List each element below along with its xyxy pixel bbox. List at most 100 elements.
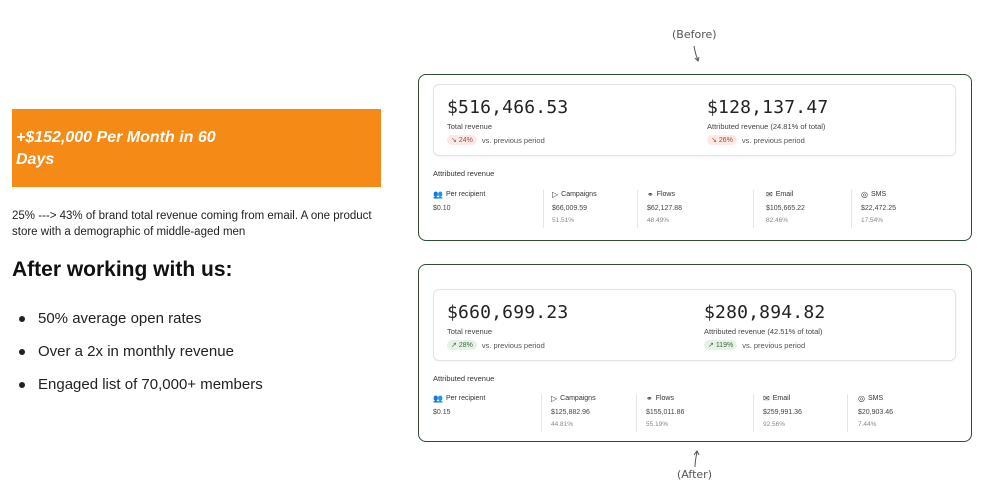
divider xyxy=(637,190,638,228)
attributed-revenue-value: $280,894.82 xyxy=(704,302,826,323)
divider xyxy=(541,394,542,432)
sms-icon: ◎ xyxy=(858,394,865,403)
comparison-row: ↗ 119% vs. previous period xyxy=(704,340,825,350)
trend-down-badge: ↘ 24% xyxy=(447,135,477,145)
column-value: $259,991.36 xyxy=(763,409,802,416)
comparison-text: vs. previous period xyxy=(741,135,805,145)
column-sms: ◎ SMS $20,903.46 7.44% xyxy=(858,394,893,434)
divider xyxy=(847,394,848,432)
divider xyxy=(753,394,754,432)
attributed-revenue-label: Attributed revenue (24.81% of total) xyxy=(707,122,826,131)
comparison-text: vs. previous period xyxy=(481,340,545,350)
flows-icon: ⚭ xyxy=(646,394,653,403)
total-revenue-label: Total revenue xyxy=(447,122,493,131)
play-icon: ▷ xyxy=(552,190,559,199)
people-icon: 👥 xyxy=(433,190,443,199)
column-label: Per recipient xyxy=(445,191,486,198)
column-per-recipient: 👥 Per recipient $0.10 xyxy=(433,190,485,230)
column-campaigns: ▷ Campaigns $66,009.59 51.51% xyxy=(552,190,597,230)
bullet-text: Over a 2x in monthly revenue xyxy=(38,343,234,360)
column-label: SMS xyxy=(870,191,887,198)
column-label: Campaigns xyxy=(560,395,596,402)
column-label: Campaigns xyxy=(561,191,597,198)
column-value: $105,665.22 xyxy=(766,205,805,212)
column-label: SMS xyxy=(867,395,884,402)
column-label: Per recipient xyxy=(445,395,486,402)
column-sms: ◎ SMS $22,472.25 17.54% xyxy=(861,190,896,230)
column-value: $20,903.46 xyxy=(858,409,894,416)
column-percent: 55.19% xyxy=(646,421,669,428)
attribution-columns: 👥 Per recipient $0.10 ▷ Campaigns $66,009.… xyxy=(433,190,963,230)
attributed-revenue-metric: $128,137.47 Attributed revenue (24.81% o… xyxy=(707,97,828,145)
column-value: $155,011.86 xyxy=(646,409,685,416)
attributed-revenue-metric: $280,894.82 Attributed revenue (42.51% o… xyxy=(704,302,825,350)
column-label: Flows xyxy=(656,191,675,198)
bullet-icon xyxy=(19,349,25,355)
comparison-text: vs. previous period xyxy=(742,340,806,350)
column-per-recipient: 👥 Per recipient $0.15 xyxy=(433,394,485,434)
total-revenue-value: $516,466.53 xyxy=(447,97,569,118)
mail-icon: ✉ xyxy=(766,190,773,199)
after-heading: After working with us: xyxy=(12,258,233,281)
arrow-down-icon xyxy=(693,45,700,62)
trend-up-badge: ↗ 119% xyxy=(704,340,738,350)
people-icon: 👥 xyxy=(433,394,443,403)
column-value: $66,009.59 xyxy=(552,205,588,212)
summary-panel: $660,699.23 Total revenue ↗ 28% vs. prev… xyxy=(433,289,956,361)
comparison-row: ↗ 28% vs. previous period xyxy=(447,340,568,350)
total-revenue-value: $660,699.23 xyxy=(447,302,569,323)
column-percent: 92.56% xyxy=(763,421,786,428)
trend-up-badge: ↗ 28% xyxy=(447,340,477,350)
total-revenue-label: Total revenue xyxy=(447,327,493,336)
attributed-revenue-label: Attributed revenue (42.51% of total) xyxy=(704,327,823,336)
list-item: Engaged list of 70,000+ members xyxy=(16,368,263,401)
section-title: Attributed revenue xyxy=(433,169,495,178)
comparison-row: ↘ 24% vs. previous period xyxy=(447,135,568,145)
bullet-text: 50% average open rates xyxy=(38,310,202,327)
before-dashboard-card: $516,466.53 Total revenue ↘ 24% vs. prev… xyxy=(418,74,972,241)
play-icon: ▷ xyxy=(551,394,558,403)
divider xyxy=(851,190,852,228)
divider xyxy=(636,394,637,432)
column-value: $125,882.96 xyxy=(551,409,590,416)
arrow-up-icon xyxy=(693,450,700,468)
column-percent: 82.46% xyxy=(766,217,789,224)
total-revenue-metric: $516,466.53 Total revenue ↘ 24% vs. prev… xyxy=(447,97,568,145)
column-percent: 7.44% xyxy=(858,421,877,428)
after-annotation: (After) xyxy=(677,468,712,481)
column-flows: ⚭ Flows $62,127.88 48.49% xyxy=(647,190,682,230)
column-percent: 44.81% xyxy=(551,421,574,428)
attributed-revenue-value: $128,137.47 xyxy=(707,97,829,118)
total-revenue-metric: $660,699.23 Total revenue ↗ 28% vs. prev… xyxy=(447,302,568,350)
bullet-icon xyxy=(19,382,25,388)
description-text: 25% ---> 43% of brand total revenue comi… xyxy=(12,210,372,238)
attribution-columns: 👥 Per recipient $0.15 ▷ Campaigns $125,882… xyxy=(433,394,963,434)
column-email: ✉ Email $105,665.22 82.46% xyxy=(766,190,805,230)
column-campaigns: ▷ Campaigns $125,882.96 44.81% xyxy=(551,394,596,434)
column-percent: 17.54% xyxy=(861,217,884,224)
column-label: Flows xyxy=(655,395,674,402)
headline-banner: +$152,000 Per Month in 60 Days xyxy=(12,109,381,187)
column-label: Email xyxy=(772,395,791,402)
summary-panel: $516,466.53 Total revenue ↘ 24% vs. prev… xyxy=(433,84,956,156)
column-value: $0.15 xyxy=(433,409,451,416)
column-flows: ⚭ Flows $155,011.86 55.19% xyxy=(646,394,684,434)
bullet-icon xyxy=(19,316,25,322)
mail-icon: ✉ xyxy=(763,394,770,403)
section-title: Attributed revenue xyxy=(433,374,495,383)
column-percent: 51.51% xyxy=(552,217,575,224)
column-percent: 48.49% xyxy=(647,217,670,224)
comparison-row: ↘ 26% vs. previous period xyxy=(707,135,828,145)
column-value: $62,127.88 xyxy=(647,205,683,212)
column-label: Email xyxy=(775,191,794,198)
column-value: $22,472.25 xyxy=(861,205,897,212)
before-annotation: (Before) xyxy=(672,28,717,41)
list-item: Over a 2x in monthly revenue xyxy=(16,335,263,368)
list-item: 50% average open rates xyxy=(16,302,263,335)
bullet-text: Engaged list of 70,000+ members xyxy=(38,376,263,393)
column-email: ✉ Email $259,991.36 92.56% xyxy=(763,394,802,434)
trend-down-badge: ↘ 26% xyxy=(707,135,737,145)
headline-text: +$152,000 Per Month in 60 Days xyxy=(16,129,216,168)
sms-icon: ◎ xyxy=(861,190,868,199)
results-list: 50% average open rates Over a 2x in mont… xyxy=(16,302,263,401)
